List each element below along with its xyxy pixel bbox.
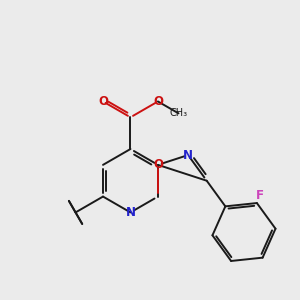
- Text: CH₃: CH₃: [169, 108, 188, 118]
- Text: N: N: [125, 206, 136, 219]
- Text: N: N: [183, 148, 193, 162]
- Text: O: O: [98, 95, 108, 108]
- Text: F: F: [256, 189, 264, 202]
- Text: O: O: [153, 158, 163, 171]
- Text: O: O: [153, 95, 163, 108]
